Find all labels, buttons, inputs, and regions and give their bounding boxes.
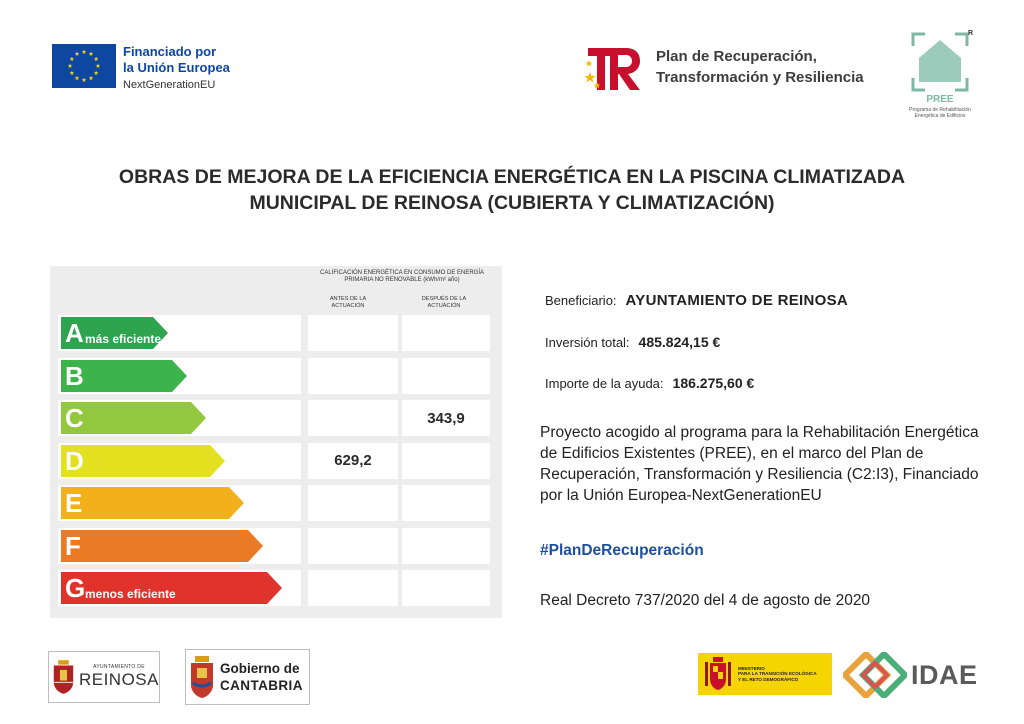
investment-value: 485.824,15 €: [638, 334, 721, 350]
coat-of-arms-icon: [53, 660, 74, 694]
energy-rating-chart: CALIFICACIÓN ENERGÉTICA EN CONSUMO DE EN…: [50, 266, 502, 618]
cantabria-line1: Gobierno de: [220, 661, 300, 676]
reinosa-small-text: AYUNTAMIENTO DE: [93, 664, 145, 670]
eu-star-icon: [74, 75, 80, 81]
reinosa-big-text: REINOSA: [78, 670, 159, 689]
page-title-line2: MUNICIPAL DE REINOSA (CUBIERTA Y CLIMATI…: [249, 192, 775, 214]
rating-cell-before: [308, 485, 398, 521]
ministry-line2: PARA LA TRANSICIÓN ECOLÓGICA: [738, 671, 817, 677]
column-after-line1: DESPUÉS DE LA: [421, 296, 467, 302]
recovery-plan-line1: Plan de Recuperación,: [656, 48, 817, 65]
pree-logo: R PREE Programa de Rehabilitación Energé…: [900, 30, 980, 122]
ministry-line3: Y EL RETO DEMOGRÁFICO: [738, 676, 799, 682]
rating-cell-after: [402, 485, 490, 521]
pree-subtitle-line1: Programa de Rehabilitación: [909, 107, 971, 113]
eu-text-line2: la Unión Europea: [123, 60, 230, 75]
idae-diamond-icon: [843, 652, 907, 698]
recovery-plan-logo: Plan de Recuperación, Transformación y R…: [584, 42, 864, 92]
rating-cell-before: [308, 357, 398, 394]
rating-letter: C: [65, 403, 84, 433]
rating-letter: G: [65, 573, 86, 603]
rating-cell-before: [308, 570, 398, 606]
eu-text-line1: Financiado por: [123, 44, 217, 59]
investment-label: Inversión total:: [545, 335, 630, 350]
ministry-line1: MINISTERIO: [738, 665, 765, 671]
rating-cell-after: [402, 357, 490, 394]
eu-star-icon: [69, 56, 75, 61]
idae-text: IDAE: [911, 659, 978, 690]
rating-cell-before: [308, 315, 398, 351]
rating-cell-before: 629,2: [308, 442, 398, 479]
eu-star-icon: [81, 77, 87, 82]
chart-heading-line2: PRIMARIA NO RENOVABLE (kWh/m² año): [344, 277, 460, 283]
rating-letter: A: [65, 318, 84, 348]
rating-cell-after: [402, 570, 490, 606]
rating-arrow-d: [61, 444, 225, 477]
eu-text-line3: NextGenerationEU: [123, 79, 216, 91]
rating-letter: D: [65, 445, 84, 476]
chart-heading-line1: CALIFICACIÓN ENERGÉTICA EN CONSUMO DE EN…: [319, 270, 485, 276]
rating-arrow-b: [61, 359, 187, 392]
rating-letter: E: [65, 488, 83, 518]
rating-cell-after: [402, 527, 490, 564]
eu-star-icon: [67, 63, 73, 68]
beneficiary-value: AYUNTAMIENTO DE REINOSA: [625, 292, 849, 309]
rating-letter: B: [65, 360, 84, 391]
eu-star-icon: [81, 49, 87, 54]
rating-arrow-g: [61, 572, 282, 604]
rating-letter: F: [65, 530, 81, 561]
column-header-after: DESPUÉS DE LA ACTUACIÓN: [404, 296, 484, 309]
eu-star-icon: [93, 70, 99, 75]
eu-star-icon: [93, 56, 99, 61]
eu-star-icon: [88, 75, 94, 81]
page-title: OBRAS DE MEJORA DE LA EFICIENCIA ENERGÉT…: [0, 164, 1024, 216]
project-description: Proyecto acogido al programa para la Reh…: [540, 424, 979, 504]
beneficiary-label: Beneficiario:: [545, 293, 617, 308]
rating-cell-after: [402, 442, 490, 479]
column-after-line2: ACTUACIÓN: [427, 302, 461, 309]
idae-logo: IDAE: [843, 652, 978, 698]
eu-star-icon: [74, 51, 80, 56]
rating-subtitle: menos eficiente: [85, 587, 176, 601]
pree-name: PREE: [926, 94, 954, 105]
cantabria-line2: CANTABRIA: [220, 678, 303, 693]
beneficiary-row: Beneficiario: AYUNTAMIENTO DE REINOSA: [545, 292, 848, 309]
rating-arrow-c: [61, 402, 206, 434]
eu-star-icon: [69, 70, 75, 75]
spain-coat-of-arms-icon: [705, 657, 731, 690]
rating-arrow-e: [61, 487, 244, 519]
aid-label: Importe de la ayuda:: [545, 376, 664, 391]
ministry-logo: MINISTERIO PARA LA TRANSICIÓN ECOLÓGICA …: [698, 653, 832, 695]
eu-star-icon: [95, 63, 101, 68]
rating-cell-after: [402, 315, 490, 351]
hashtag: #PlanDeRecuperación: [540, 542, 704, 559]
rating-cell-after: 343,9: [402, 400, 490, 436]
chart-heading: CALIFICACIÓN ENERGÉTICA EN CONSUMO DE EN…: [308, 270, 496, 284]
rating-arrow-a: [61, 317, 168, 349]
registered-mark: R: [968, 30, 974, 37]
rating-cell-before: [308, 527, 398, 564]
royal-decree: Real Decreto 737/2020 del 4 de agosto de…: [540, 592, 871, 609]
recovery-plan-line2: Transformación y Resiliencia: [656, 69, 864, 86]
page-title-line1: OBRAS DE MEJORA DE LA EFICIENCIA ENERGÉT…: [118, 166, 906, 188]
coat-of-arms-icon: [191, 656, 213, 698]
aid-value: 186.275,60 €: [672, 375, 755, 391]
eu-funding-logo: Financiado por la Unión Europea NextGene…: [52, 44, 230, 93]
investment-row: Inversión total: 485.824,15 €: [545, 334, 720, 350]
reinosa-council-logo: AYUNTAMIENTO DE REINOSA: [48, 651, 160, 703]
rating-arrow-f: [61, 529, 263, 562]
column-header-before: ANTES DE LA ACTUACIÓN: [308, 296, 388, 309]
column-before-line2: ACTUACIÓN: [331, 302, 365, 309]
house-icon: [911, 32, 969, 92]
cantabria-government-logo: Gobierno de CANTABRIA: [185, 649, 310, 705]
rating-cell-before: [308, 400, 398, 436]
tr-monogram-icon: [584, 48, 640, 90]
column-before-line1: ANTES DE LA: [329, 296, 367, 302]
eu-flag-icon: [52, 44, 116, 88]
rating-subtitle: más eficiente: [85, 332, 162, 346]
pree-subtitle-line2: Energética de Edificios: [914, 113, 966, 119]
eu-star-icon: [88, 51, 94, 56]
aid-row: Importe de la ayuda: 186.275,60 €: [545, 375, 754, 391]
